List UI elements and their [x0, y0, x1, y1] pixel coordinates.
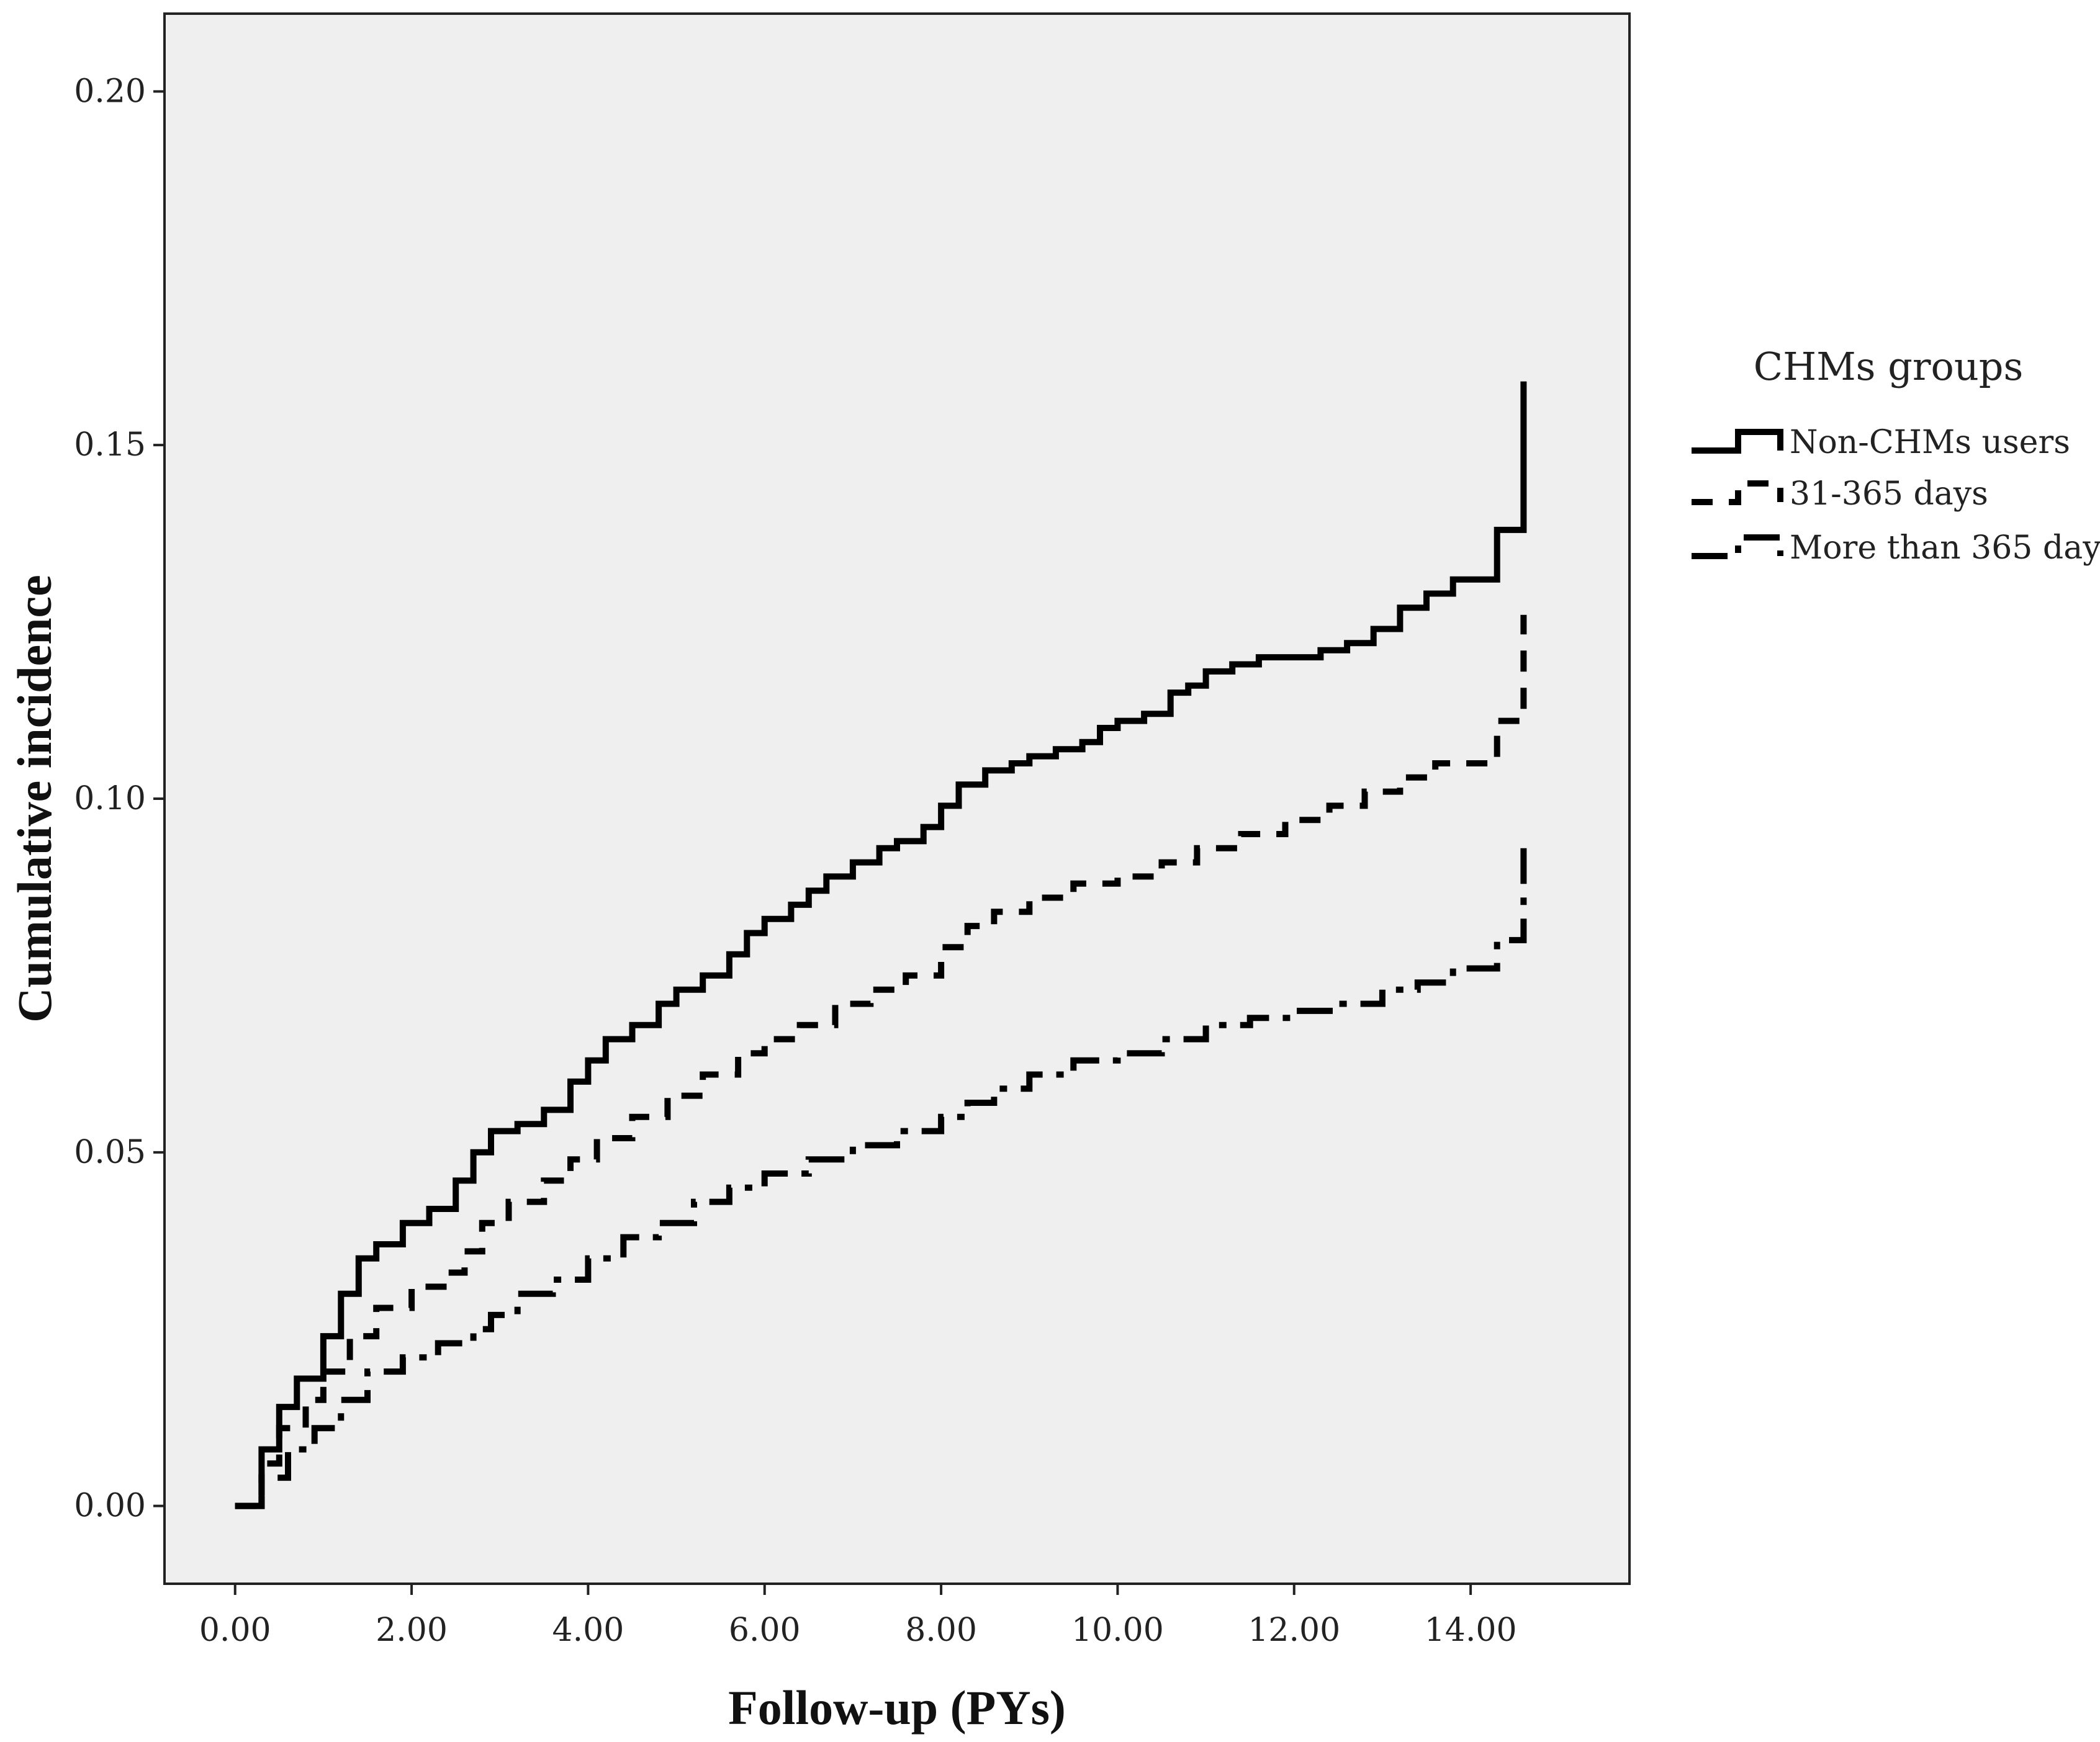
y-axis: 0.00 0.05 0.10 0.15 0.20	[74, 73, 164, 1525]
x-tick-label: 12.00	[1248, 1612, 1340, 1649]
y-tick-label: 0.15	[74, 426, 146, 464]
x-axis: 0.00 2.00 4.00 6.00 8.00 10.00 12.00 14.00	[199, 1584, 1517, 1649]
legend-label-more-than-365-days: More than 365 days	[1790, 529, 2100, 567]
y-tick-label: 0.10	[74, 780, 146, 817]
x-tick-label: 0.00	[199, 1612, 271, 1649]
series-layer	[235, 381, 1527, 1509]
x-tick-label: 2.00	[376, 1612, 448, 1649]
x-axis-title: Follow-up (PYs)	[728, 1681, 1066, 1735]
x-tick-label: 10.00	[1071, 1612, 1164, 1649]
plot-area	[163, 12, 1631, 1585]
series-line-more-than-365-days	[235, 848, 1527, 1509]
y-tick-label: 0.05	[74, 1134, 146, 1171]
legend-swatch-non-chms-users	[1692, 429, 1783, 454]
series-line-non-chms-users	[235, 381, 1527, 1509]
legend: CHMs groups Non-CHMs users 31-365 days Mor…	[1692, 344, 2100, 567]
y-axis-title: Cumulative incidence	[7, 575, 61, 1022]
legend-swatch-31-365-days	[1692, 480, 1783, 505]
x-tick-label: 14.00	[1425, 1612, 1517, 1649]
legend-label-31-365-days: 31-365 days	[1790, 475, 1988, 513]
legend-title: CHMs groups	[1754, 344, 2024, 389]
x-tick-label: 4.00	[552, 1612, 624, 1649]
x-tick-label: 8.00	[905, 1612, 977, 1649]
y-tick-label: 0.20	[74, 73, 146, 110]
legend-label-non-chms-users: Non-CHMs users	[1790, 424, 2070, 461]
x-tick-label: 6.00	[729, 1612, 801, 1649]
y-tick-label: 0.00	[74, 1488, 146, 1525]
series-line-31-365-days	[235, 614, 1527, 1509]
legend-swatch-more-than-365-days	[1692, 534, 1783, 559]
